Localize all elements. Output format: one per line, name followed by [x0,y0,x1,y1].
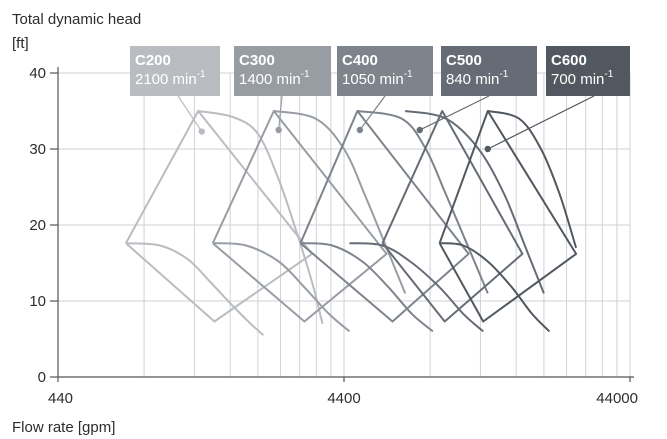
badge-name: C400 [342,52,378,69]
max-curve-c600 [487,110,578,249]
badge-box [130,46,220,96]
leader-dot [416,126,423,134]
max-curve-c500 [405,110,545,294]
series-c600 [438,110,578,333]
badge-box [234,46,331,96]
operating-range-c600 [438,110,578,323]
leader-dot [356,126,364,134]
y-tick-label: 10 [29,293,46,310]
x-axis-title: Flow rate [gpm] [12,419,115,436]
min-curve-c500 [349,242,484,333]
badge-speed: 840 min-1 [446,69,509,88]
badge-speed: 1400 min-1 [239,69,310,88]
operating-range-c300 [211,110,388,323]
max-curve-c200 [198,110,324,325]
y-axis-title-line1: Total dynamic head [12,11,141,28]
leader-dot [275,126,282,134]
badge-speed: 2100 min-1 [135,69,206,88]
min-curve-c200 [125,242,265,336]
badge-name: C300 [239,52,275,69]
series-c500 [349,110,545,333]
badge-speed-exponent: -1 [301,69,310,80]
axes: 0 10 20 30 40 440 4400 44000 [29,65,638,407]
badge-speed: 1050 min-1 [342,69,413,88]
y-tick-label: 20 [29,217,46,234]
max-curve-c400 [357,110,489,294]
pump-curves [125,110,578,336]
badge-name: C200 [135,52,171,69]
x-tick-label: 440 [48,390,73,407]
badge-box [337,46,433,96]
badge-speed: 700 min-1 [551,69,614,88]
min-curve-c400 [300,242,434,333]
leader-line [487,95,595,150]
grid [58,72,631,377]
min-curve-c300 [212,242,351,333]
y-tick-label: 40 [29,65,46,82]
leader-line [177,95,203,132]
badge-speed-exponent: -1 [197,69,206,80]
leader-dot [484,145,491,153]
min-curve-c600 [439,242,551,333]
y-tick-label: 30 [29,141,46,158]
y-tick-label: 0 [38,369,46,386]
badge-box [441,46,537,96]
leader-line [419,95,490,131]
badge-name: C500 [446,52,482,69]
series-c200 [125,110,324,336]
badge-box [546,46,630,96]
x-tick-label: 44000 [596,390,638,407]
leader-line [359,95,386,131]
leader-line [278,95,283,131]
x-tick-label: 4400 [327,390,360,407]
badge-speed-exponent: -1 [499,69,508,80]
badge-speed-exponent: -1 [604,69,613,80]
leader-dot [198,128,205,135]
y-axis-title-line2: [ft] [12,35,29,52]
badge-speed-exponent: -1 [404,69,413,80]
badge-name: C600 [551,52,587,69]
series-c400 [299,110,489,333]
operating-range-c400 [299,110,470,323]
operating-range-c500 [381,110,524,323]
